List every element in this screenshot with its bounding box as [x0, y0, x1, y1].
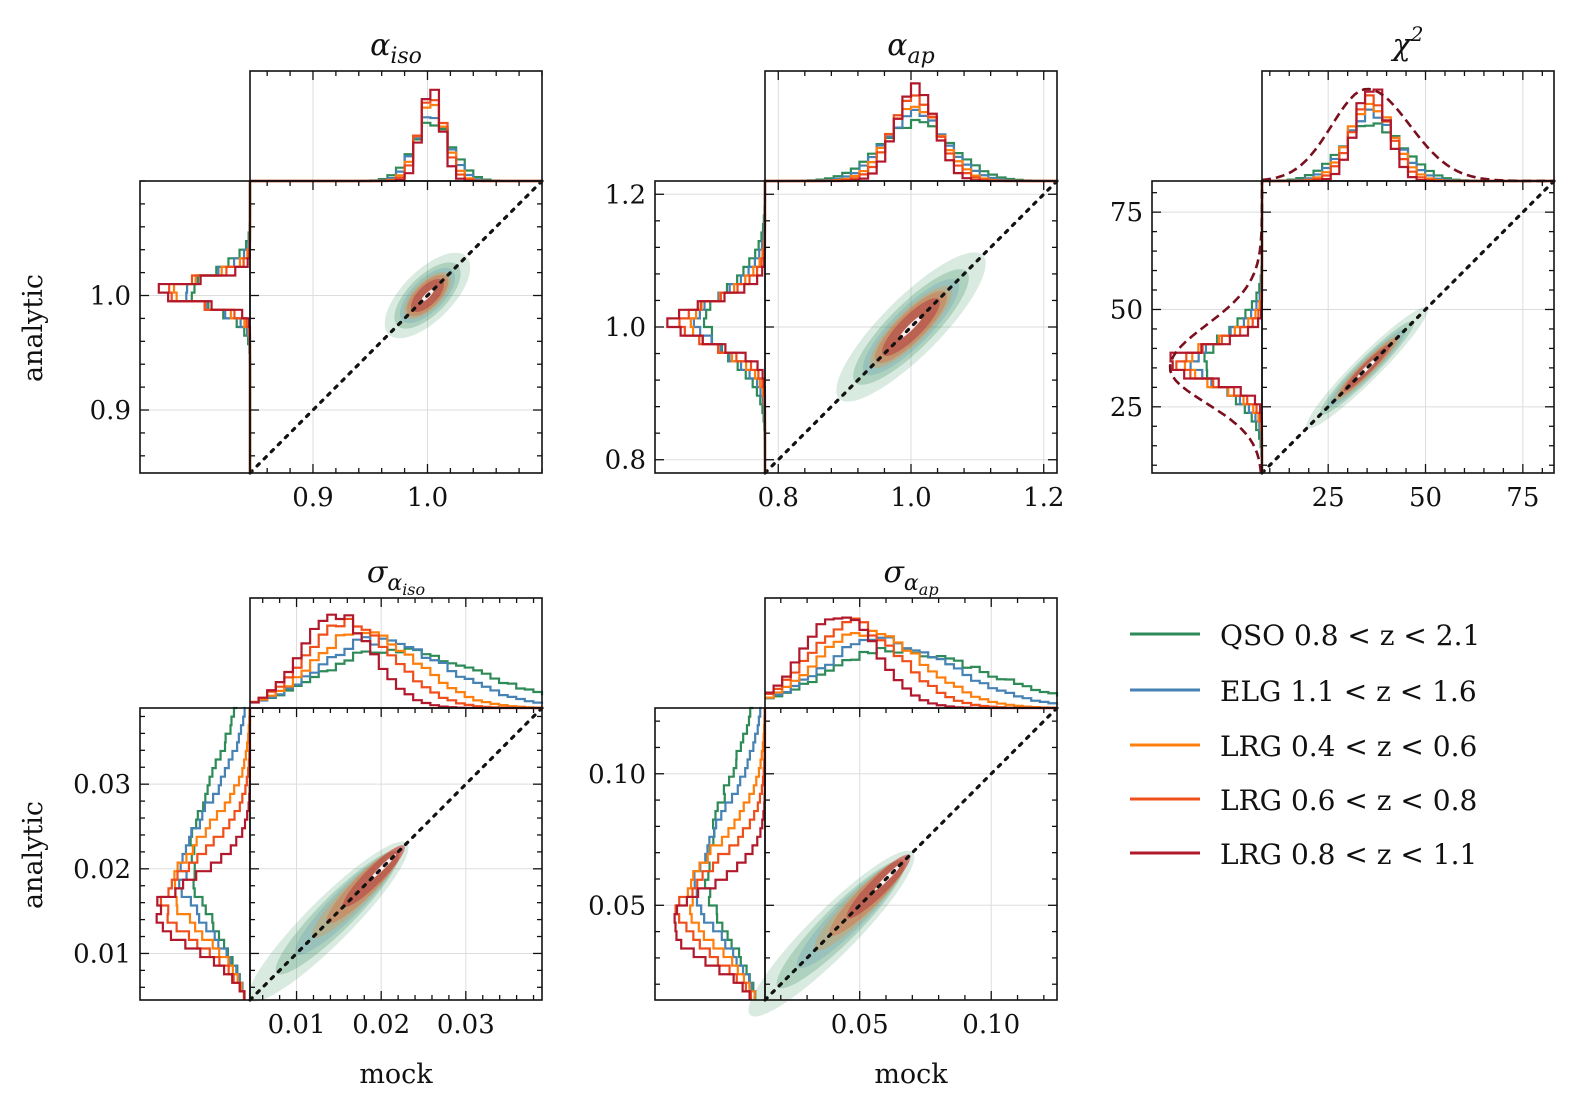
one-to-one-line	[763, 179, 1059, 475]
legend-entry-elg: ELG 1.1 < z < 1.6	[1130, 675, 1477, 708]
x-tick-label: 0.9	[292, 483, 333, 513]
side-marginal-frame	[139, 180, 251, 474]
y-tick-label: 0.03	[73, 770, 131, 800]
panel-title: χ2	[1391, 22, 1424, 63]
side-marginal-frame	[654, 707, 766, 1001]
x-tick-label: 25	[1312, 483, 1345, 513]
x-tick-label: 1.0	[890, 483, 931, 513]
one-to-one-line	[248, 179, 544, 475]
y-tick-label: 0.8	[605, 446, 646, 476]
panel-alpha-ap: 0.8 1.0 1.2 0.8 1.0 1.2 αap	[605, 28, 1065, 513]
one-to-one-line	[248, 706, 544, 1002]
y-tick-label: 0.02	[73, 855, 131, 885]
x-tick-label: 0.05	[831, 1010, 889, 1040]
panel-chi2: 25 50 75 25 50 75 χ2	[1110, 22, 1556, 513]
x-tick-label: 75	[1506, 483, 1539, 513]
x-tick-label: 0.02	[352, 1010, 410, 1040]
top-marginal-frame	[1261, 70, 1555, 182]
panel-sigma-alpha-iso: 0.01 0.02 0.03 0.01 0.02 0.03 σαiso	[73, 555, 544, 1040]
top-marginal-frame	[764, 597, 1058, 709]
legend-entry-qso: QSO 0.8 < z < 2.1	[1130, 619, 1480, 652]
xlabel-right: mock	[874, 1059, 948, 1090]
y-tick-label: 1.0	[605, 313, 646, 343]
legend-label-lrg-0.6: LRG 0.6 < z < 0.8	[1220, 784, 1477, 817]
histogram-top-elg	[250, 116, 542, 183]
x-tick-label: 0.03	[437, 1010, 495, 1040]
chi2-reference-top	[1261, 87, 1555, 183]
histogram-side-lrg08	[1169, 181, 1264, 473]
histogram-side-lrg04	[173, 706, 251, 1000]
panel-sigma-alpha-ap: 0.05 0.10 0.05 0.10 σαap	[588, 555, 1059, 1040]
panel-title: αap	[887, 28, 934, 69]
chi2-reference-side	[1168, 181, 1264, 474]
side-marginal-frame	[1151, 180, 1263, 474]
histogram-top-lrg04	[250, 631, 544, 709]
legend-entry-lrg-0.6: LRG 0.6 < z < 0.8	[1130, 784, 1477, 817]
y-tick-label: 50	[1110, 295, 1143, 325]
y-tick-label: 25	[1110, 393, 1143, 423]
one-to-one-line	[1260, 179, 1556, 475]
legend-entry-lrg-0.4: LRG 0.4 < z < 0.6	[1130, 730, 1477, 763]
y-tick-label: 0.10	[588, 760, 646, 790]
histogram-side-elg	[185, 181, 252, 473]
top-marginal-frame	[249, 597, 543, 709]
xlabel-left: mock	[359, 1059, 433, 1090]
y-tick-label: 1.0	[90, 282, 131, 312]
y-tick-label: 0.01	[73, 939, 131, 969]
x-tick-label: 1.2	[1023, 483, 1064, 513]
one-to-one-line	[763, 706, 1059, 1002]
x-tick-label: 50	[1409, 483, 1442, 513]
ylabel-bottom-row: analytic	[18, 801, 49, 909]
legend-label-lrg-0.4: LRG 0.4 < z < 0.6	[1220, 730, 1477, 763]
x-tick-label: 0.01	[268, 1010, 326, 1040]
panel-alpha-iso: 0.9 1.0 0.9 1.0 αiso	[90, 28, 544, 513]
legend-label-elg: ELG 1.1 < z < 1.6	[1220, 675, 1477, 708]
y-tick-label: 0.9	[90, 396, 131, 426]
y-tick-label: 0.05	[588, 891, 646, 921]
density-contour	[899, 315, 923, 339]
x-tick-label: 0.10	[962, 1010, 1020, 1040]
legend-label-lrg-0.8: LRG 0.8 < z < 1.1	[1220, 838, 1477, 871]
panel-title: σαiso	[367, 555, 425, 599]
panel-title: σαap	[883, 555, 938, 599]
legend-label-qso: QSO 0.8 < z < 2.1	[1220, 619, 1480, 652]
legend-entry-lrg-0.8: LRG 0.8 < z < 1.1	[1130, 838, 1477, 871]
y-tick-label: 75	[1110, 198, 1143, 228]
ylabel-top-row: analytic	[18, 274, 49, 382]
legend: QSO 0.8 < z < 2.1 ELG 1.1 < z < 1.6 LRG …	[1130, 619, 1480, 871]
x-tick-label: 1.0	[407, 483, 448, 513]
side-marginal-frame	[139, 707, 251, 1001]
histogram-top-lrg08	[1262, 88, 1554, 183]
histogram-side-lrg04	[686, 706, 766, 1000]
top-marginal-frame	[249, 70, 543, 182]
x-tick-label: 0.8	[758, 483, 799, 513]
panel-title: αiso	[370, 28, 422, 69]
y-tick-label: 1.2	[605, 180, 646, 210]
histogram-top-lrg04	[765, 629, 1059, 709]
